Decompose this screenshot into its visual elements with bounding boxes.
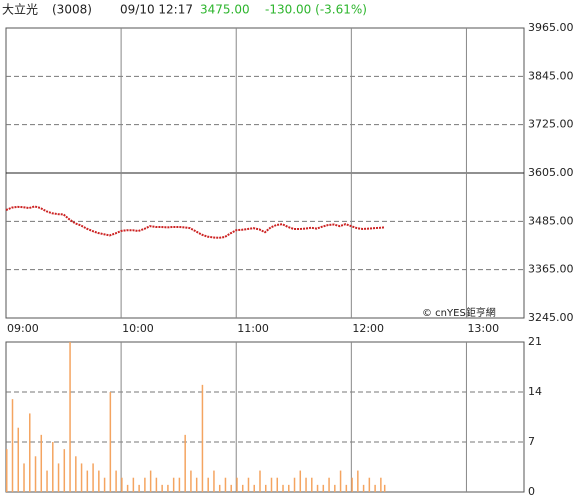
volume-bar	[34, 456, 37, 492]
volume-bar	[17, 427, 20, 492]
y-tick-label: 14	[528, 385, 542, 398]
volume-bar	[161, 484, 163, 492]
volume-bar	[339, 470, 342, 492]
volume-bar	[334, 484, 336, 492]
x-tick-label: 13:00	[467, 322, 499, 335]
volume-bar	[195, 477, 198, 492]
volume-bar	[383, 484, 386, 492]
volume-bar	[201, 384, 204, 492]
volume-bar	[178, 477, 181, 492]
volume-bar	[213, 470, 215, 492]
y-tick-label: 0	[528, 485, 535, 498]
y-tick-label: 7	[528, 435, 535, 448]
y-tick-label: 3725.00	[528, 118, 574, 131]
watermark: © cnYES鉅亨網	[422, 306, 496, 319]
volume-bar	[218, 484, 221, 492]
volume-bar	[190, 470, 192, 492]
volume-bar	[345, 484, 348, 492]
volume-bar	[103, 477, 106, 492]
y-tick-label: 3965.00	[528, 21, 574, 34]
y-tick-label: 3245.00	[528, 311, 574, 324]
volume-bar	[305, 477, 307, 492]
volume-bar	[241, 484, 244, 492]
volume-bar	[224, 477, 227, 492]
stock-name: 大立光	[2, 2, 38, 17]
volume-bar	[11, 399, 14, 492]
volume-bar	[75, 456, 77, 492]
volume-bar	[362, 484, 365, 492]
y-tick-label: 3845.00	[528, 69, 574, 82]
volume-bar	[276, 477, 279, 492]
volume-bar	[98, 470, 100, 492]
volume-bar	[253, 484, 255, 492]
volume-bar	[52, 442, 54, 492]
volume-bar	[57, 463, 60, 492]
volume-bar	[270, 477, 273, 492]
volume-bar	[236, 477, 238, 492]
volume-bar	[311, 477, 313, 492]
volume-bar	[121, 477, 123, 492]
stock-code: (3008)	[52, 3, 92, 17]
volume-bar	[316, 484, 319, 492]
volume-bar	[63, 449, 66, 492]
datetime: 09/10 12:17	[120, 3, 193, 17]
volume-bar	[69, 342, 71, 492]
y-tick-label: 21	[528, 335, 542, 348]
price: 3475.00	[200, 3, 250, 17]
volume-bar	[138, 484, 140, 492]
y-tick-label: 3605.00	[528, 166, 574, 179]
volume-bar	[109, 392, 112, 492]
volume-bar	[368, 477, 371, 492]
volume-bar	[259, 470, 261, 492]
volume-bar	[115, 470, 117, 492]
volume-bar	[149, 470, 152, 492]
volume-bar	[374, 484, 376, 492]
volume-bar	[132, 477, 135, 492]
price-line	[5, 205, 385, 239]
volume-bar	[230, 484, 232, 492]
x-tick-label: 10:00	[122, 322, 154, 335]
volume-bar	[351, 477, 353, 492]
volume-bar	[6, 449, 8, 492]
volume-bar	[92, 463, 94, 492]
volume-bar	[293, 477, 296, 492]
volume-bar	[380, 477, 382, 492]
volume-bar	[144, 477, 146, 492]
volume-bar	[328, 477, 330, 492]
volume-bar	[247, 477, 250, 492]
change: -130.00 (-3.61%)	[265, 3, 367, 17]
volume-bar	[80, 463, 83, 492]
volume-bar	[46, 470, 48, 492]
volume-bar	[184, 434, 186, 492]
x-tick-label: 11:00	[237, 322, 269, 335]
volume-bar	[357, 470, 359, 492]
x-tick-label: 12:00	[352, 322, 384, 335]
volume-bar	[155, 477, 158, 492]
volume-bar	[265, 484, 267, 492]
volume-bar	[40, 434, 43, 492]
volume-bar	[167, 484, 169, 492]
volume-bar	[29, 413, 31, 492]
volume-bar	[299, 470, 302, 492]
volume-bar	[282, 484, 284, 492]
y-tick-label: 3365.00	[528, 263, 574, 276]
y-tick-label: 3485.00	[528, 214, 574, 227]
volume-bar	[207, 477, 209, 492]
volume-bar	[23, 463, 25, 492]
volume-bar	[126, 484, 129, 492]
volume-bar	[172, 477, 175, 492]
volume-bar	[86, 470, 89, 492]
volume-bar	[288, 484, 290, 492]
volume-bar	[322, 484, 325, 492]
volume-frame	[5, 341, 525, 493]
x-tick-label: 09:00	[7, 322, 39, 335]
